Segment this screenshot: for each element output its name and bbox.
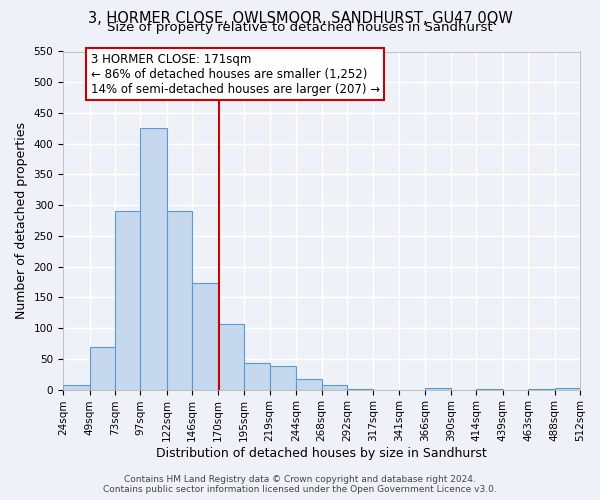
Bar — [554, 388, 580, 390]
Bar — [63, 384, 89, 390]
Bar — [425, 388, 451, 390]
Text: 3, HORMER CLOSE, OWLSMOOR, SANDHURST, GU47 0QW: 3, HORMER CLOSE, OWLSMOOR, SANDHURST, GU… — [88, 11, 512, 26]
Bar — [192, 284, 218, 390]
X-axis label: Distribution of detached houses by size in Sandhurst: Distribution of detached houses by size … — [156, 447, 487, 460]
Bar — [476, 389, 503, 390]
Bar — [167, 212, 192, 390]
Bar — [269, 366, 296, 390]
Bar — [528, 389, 554, 390]
Bar — [347, 389, 373, 390]
Bar — [115, 210, 140, 390]
Bar — [296, 378, 322, 390]
Text: 3 HORMER CLOSE: 171sqm
← 86% of detached houses are smaller (1,252)
14% of semi-: 3 HORMER CLOSE: 171sqm ← 86% of detached… — [91, 52, 380, 96]
Text: Size of property relative to detached houses in Sandhurst: Size of property relative to detached ho… — [107, 22, 493, 35]
Bar — [140, 128, 167, 390]
Bar — [218, 324, 244, 390]
Y-axis label: Number of detached properties: Number of detached properties — [15, 122, 28, 319]
Bar — [244, 362, 269, 390]
Bar — [89, 346, 115, 390]
Bar — [322, 386, 347, 390]
Text: Contains HM Land Registry data © Crown copyright and database right 2024.
Contai: Contains HM Land Registry data © Crown c… — [103, 474, 497, 494]
